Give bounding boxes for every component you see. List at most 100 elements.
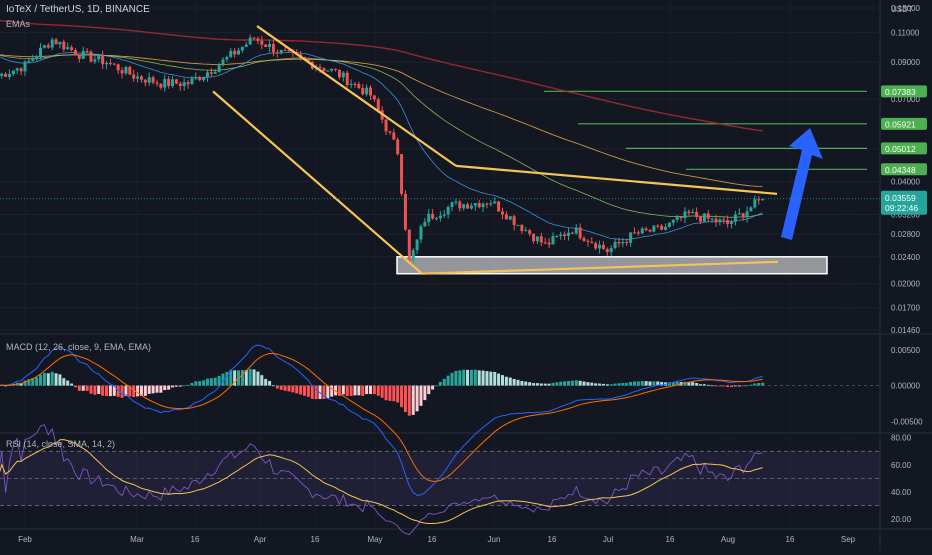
macd-histogram-bar <box>431 385 435 390</box>
macd-histogram-bar <box>551 382 555 386</box>
candle-body <box>582 238 586 241</box>
candle-body <box>419 226 423 240</box>
candle-body <box>240 46 244 51</box>
macd-histogram-bar <box>163 385 167 391</box>
macd-histogram-bar <box>400 385 404 408</box>
candle-body <box>229 50 233 57</box>
candle-body <box>485 203 489 205</box>
macd-histogram-bar <box>644 381 648 386</box>
candle-body <box>97 55 101 60</box>
candle-body <box>357 84 361 89</box>
candle-body <box>741 213 745 218</box>
macd-signal-line <box>0 353 763 482</box>
macd-histogram-bar <box>271 385 275 387</box>
macd-histogram-bar <box>695 383 699 386</box>
macd-histogram-bar <box>299 385 303 395</box>
macd-histogram-bar <box>539 383 543 386</box>
candle-body <box>687 211 691 214</box>
macd-histogram-bar <box>392 385 396 402</box>
candle-body <box>101 55 105 65</box>
candle-body <box>621 242 625 244</box>
macd-histogram-bar <box>435 385 438 387</box>
macd-histogram-bar <box>574 380 578 386</box>
price-tick-label: 0.09000 <box>891 58 920 67</box>
macd-histogram-bar <box>136 385 140 397</box>
candle-body <box>244 44 248 47</box>
candle-body <box>225 56 229 60</box>
candle-body <box>35 56 39 59</box>
candle-body <box>574 227 578 234</box>
macd-histogram-bar <box>667 382 671 386</box>
macd-histogram-bar <box>613 383 617 386</box>
macd-histogram-bar <box>601 383 605 386</box>
macd-histogram-bar <box>361 385 365 396</box>
time-axis-label: Feb <box>18 535 32 544</box>
candle-body <box>174 79 178 84</box>
macd-histogram-bar <box>415 385 419 412</box>
candle-body <box>718 219 722 223</box>
macd-histogram-bar <box>427 385 431 395</box>
candle-body <box>714 218 718 223</box>
candle-body <box>691 212 695 214</box>
time-axis-label: 16 <box>428 535 437 544</box>
candle-body <box>186 82 190 85</box>
candle-body <box>124 67 128 74</box>
candle-body <box>190 78 194 85</box>
candle-body <box>369 87 373 96</box>
candle-body <box>120 70 124 74</box>
candle-body <box>667 222 671 227</box>
macd-histogram-bar <box>462 369 466 386</box>
candle-body <box>256 38 260 41</box>
candle-body <box>213 71 217 74</box>
price-tick-label: 0.02400 <box>891 253 920 262</box>
support-zone-box <box>396 256 828 275</box>
candle-body <box>683 211 687 219</box>
macd-histogram-bar <box>186 384 190 386</box>
current-price-label: 0.03559 <box>885 193 916 203</box>
symbol-title: IoTeX / TetherUS, 1D, BINANCE <box>6 4 150 15</box>
candle-body <box>469 205 473 209</box>
macd-histogram-bar <box>411 385 415 415</box>
macd-histogram-bar <box>636 381 640 386</box>
candle-body <box>446 207 450 215</box>
candle-body <box>237 50 241 55</box>
macd-histogram-bar <box>698 384 702 386</box>
candle-body <box>372 95 376 100</box>
candle-body <box>62 41 66 50</box>
macd-histogram-bar <box>264 378 268 386</box>
candle-body <box>497 201 501 212</box>
macd-histogram-bar <box>194 381 198 386</box>
candle-body <box>326 70 330 72</box>
macd-histogram-bar <box>66 380 70 386</box>
time-axis-label: May <box>367 535 382 544</box>
candle-body <box>710 218 714 220</box>
candle-body <box>376 99 380 111</box>
candle-body <box>341 72 345 78</box>
macd-histogram-bar <box>640 381 644 386</box>
candle-body <box>671 219 675 223</box>
macd-histogram-bar <box>450 372 454 386</box>
candle-body <box>50 39 54 48</box>
macd-histogram-bar <box>295 385 299 394</box>
macd-histogram-bar <box>489 371 493 386</box>
macd-histogram-bar <box>629 381 633 386</box>
macd-histogram-bar <box>594 383 598 386</box>
macd-histogram-bar <box>543 383 547 386</box>
macd-histogram-bar <box>35 377 39 386</box>
candle-body <box>652 225 656 232</box>
macd-histogram-bar <box>132 385 136 398</box>
candle-body <box>205 72 209 77</box>
candle-body <box>260 40 264 45</box>
macd-histogram-bar <box>190 382 194 386</box>
candle-body <box>407 229 411 261</box>
candle-body <box>493 201 497 204</box>
macd-histogram <box>0 368 765 416</box>
macd-histogram-bar <box>656 381 660 386</box>
macd-histogram-bar <box>396 385 400 403</box>
ema-100-line <box>0 54 763 188</box>
current-price-badge <box>881 190 927 215</box>
macd-histogram-bar <box>632 381 636 386</box>
candle-body <box>4 73 8 77</box>
